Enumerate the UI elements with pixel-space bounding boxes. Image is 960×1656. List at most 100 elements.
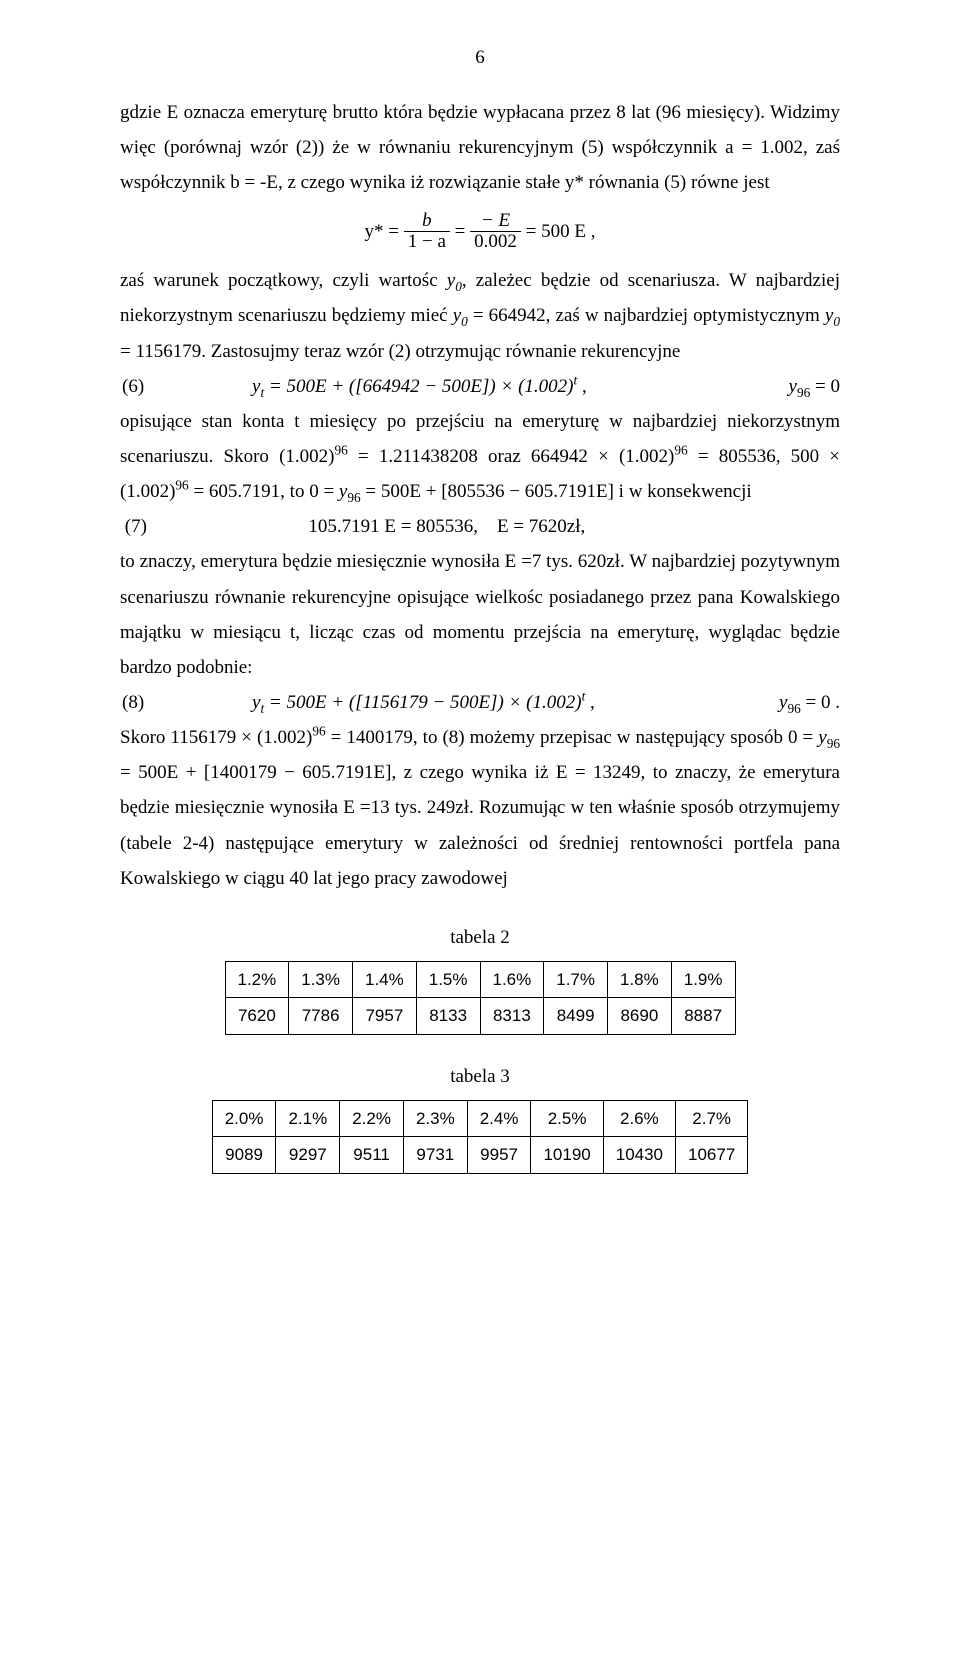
cell: 8133 xyxy=(416,998,480,1034)
cell: 2.6% xyxy=(603,1101,675,1137)
sub: 96 xyxy=(797,385,810,400)
text: = 500E + [805536 − 605.7191E] i w konsek… xyxy=(361,481,752,502)
sub: 0 xyxy=(461,314,468,329)
sub: 96 xyxy=(787,701,800,716)
cell: 2.1% xyxy=(276,1101,340,1137)
text: = 664942 xyxy=(468,305,546,326)
y: y xyxy=(818,727,826,748)
eq-body: yt = 500E + ([664942 − 500E]) × (1.002)t… xyxy=(192,369,759,404)
table-3: 2.0% 2.1% 2.2% 2.3% 2.4% 2.5% 2.6% 2.7% … xyxy=(212,1100,749,1174)
cell: 1.3% xyxy=(289,962,353,998)
sup: 96 xyxy=(674,443,687,458)
equation-ystar: y* = b 1 − a = − E 0.002 = 500 E , xyxy=(120,211,840,254)
var-y0: y0 xyxy=(453,305,468,326)
cell: 10190 xyxy=(531,1137,603,1173)
y: y xyxy=(453,305,461,326)
equation-7: (7) 105.7191 E = 805536, E = 7620zł, xyxy=(120,509,840,544)
cell: 10677 xyxy=(676,1137,748,1173)
expr: (1.002) xyxy=(279,446,334,467)
cell: 2.7% xyxy=(676,1101,748,1137)
text: zaś warunek początkowy, czyli wartośc xyxy=(120,270,447,291)
frac-num: − E xyxy=(470,211,521,233)
eq-lhs: y* = xyxy=(365,220,399,241)
paragraph-2: zaś warunek początkowy, czyli wartośc y0… xyxy=(120,263,840,368)
cell: 8499 xyxy=(544,998,608,1034)
sup: 96 xyxy=(175,478,188,493)
page: 6 gdzie E oznacza emeryturę brutto która… xyxy=(0,0,960,1656)
text: , zaś w najbardziej optymistycznym xyxy=(546,305,825,326)
cell: 7957 xyxy=(353,998,417,1034)
comma: , xyxy=(577,376,587,397)
table-3-caption: tabela 3 xyxy=(120,1059,840,1094)
cell: 7620 xyxy=(225,998,289,1034)
cell: 7786 xyxy=(289,998,353,1034)
eq-number: (6) xyxy=(120,369,192,404)
var-y0: y0 xyxy=(825,305,840,326)
cell: 8313 xyxy=(480,998,544,1034)
cell: 1.5% xyxy=(416,962,480,998)
text: . Zastosujmy teraz wzór (2) otrzymując r… xyxy=(201,341,680,362)
cell: 2.5% xyxy=(531,1101,603,1137)
comma: , xyxy=(585,692,595,713)
sub: 0 xyxy=(833,314,840,329)
frac-den: 0.002 xyxy=(470,232,521,253)
cell: 1.8% xyxy=(608,962,672,998)
cell: 1.2% xyxy=(225,962,289,998)
equation-8: (8) yt = 500E + ([1156179 − 500E]) × (1.… xyxy=(120,685,840,720)
cell: 9511 xyxy=(340,1137,404,1173)
cell: 9297 xyxy=(276,1137,340,1173)
table-2: 1.2% 1.3% 1.4% 1.5% 1.6% 1.7% 1.8% 1.9% … xyxy=(225,961,736,1035)
expr: = 500E + ([664942 − 500E]) × (1.002) xyxy=(264,376,573,397)
cell: 9731 xyxy=(403,1137,467,1173)
cell: 10430 xyxy=(603,1137,675,1173)
text: = 1400179, to (8) możemy przepisac w nas… xyxy=(326,727,819,748)
eq0: = 0 . xyxy=(801,692,840,713)
eq-tail: y96 = 0 xyxy=(759,369,840,404)
frac-num: b xyxy=(404,211,450,233)
equation-6: (6) yt = 500E + ([664942 − 500E]) × (1.0… xyxy=(120,369,840,404)
cell: 1.9% xyxy=(671,962,735,998)
cell: 9089 xyxy=(212,1137,276,1173)
y: y xyxy=(447,270,455,291)
sup: 96 xyxy=(335,443,348,458)
cell: 1.7% xyxy=(544,962,608,998)
frac-den: 1 − a xyxy=(404,232,450,253)
eq0: = 0 xyxy=(810,376,840,397)
expr: = 500E + ([1156179 − 500E]) × (1.002) xyxy=(264,692,581,713)
text: = 1156179 xyxy=(120,341,201,362)
text: = 500E + [1400179 − 605.7191E], z czego … xyxy=(120,762,840,888)
sub: 96 xyxy=(827,736,840,751)
cell: 8690 xyxy=(608,998,672,1034)
var-y0: y0 xyxy=(447,270,462,291)
fraction-2: − E 0.002 xyxy=(470,211,521,254)
table-row: 7620 7786 7957 8133 8313 8499 8690 8887 xyxy=(225,998,735,1034)
eq-mid: = xyxy=(455,220,470,241)
cell: 2.0% xyxy=(212,1101,276,1137)
cell: 1.4% xyxy=(353,962,417,998)
cell: 2.2% xyxy=(340,1101,404,1137)
table-2-caption: tabela 2 xyxy=(120,920,840,955)
eq-tail: y96 = 0 . xyxy=(749,685,840,720)
paragraph-4: to znaczy, emerytura będzie miesięcznie … xyxy=(120,544,840,685)
table-row: 9089 9297 9511 9731 9957 10190 10430 106… xyxy=(212,1137,748,1173)
cell: 2.3% xyxy=(403,1101,467,1137)
cell: 9957 xyxy=(467,1137,531,1173)
eq-number: (8) xyxy=(120,685,192,720)
paragraph-5: Skoro 1156179 × (1.002)96 = 1400179, to … xyxy=(120,720,840,896)
table-row: 1.2% 1.3% 1.4% 1.5% 1.6% 1.7% 1.8% 1.9% xyxy=(225,962,735,998)
cell: 2.4% xyxy=(467,1101,531,1137)
text: = 1.211438208 oraz 664942 × (1.002) xyxy=(348,446,675,467)
fraction-1: b 1 − a xyxy=(404,211,450,254)
eq-body: yt = 500E + ([1156179 − 500E]) × (1.002)… xyxy=(192,685,749,720)
y: y xyxy=(789,376,797,397)
cell: 1.6% xyxy=(480,962,544,998)
sup: 96 xyxy=(312,724,325,739)
sub: 96 xyxy=(347,490,360,505)
paragraph-1: gdzie E oznacza emeryturę brutto która b… xyxy=(120,95,840,200)
text: Skoro 1156179 × (1.002) xyxy=(120,727,312,748)
paragraph-3: opisujące stan konta t miesięcy po przej… xyxy=(120,404,840,509)
eq-tail: = 500 E , xyxy=(526,220,596,241)
page-number: 6 xyxy=(120,40,840,75)
cell: 8887 xyxy=(671,998,735,1034)
sub: 0 xyxy=(455,279,462,294)
